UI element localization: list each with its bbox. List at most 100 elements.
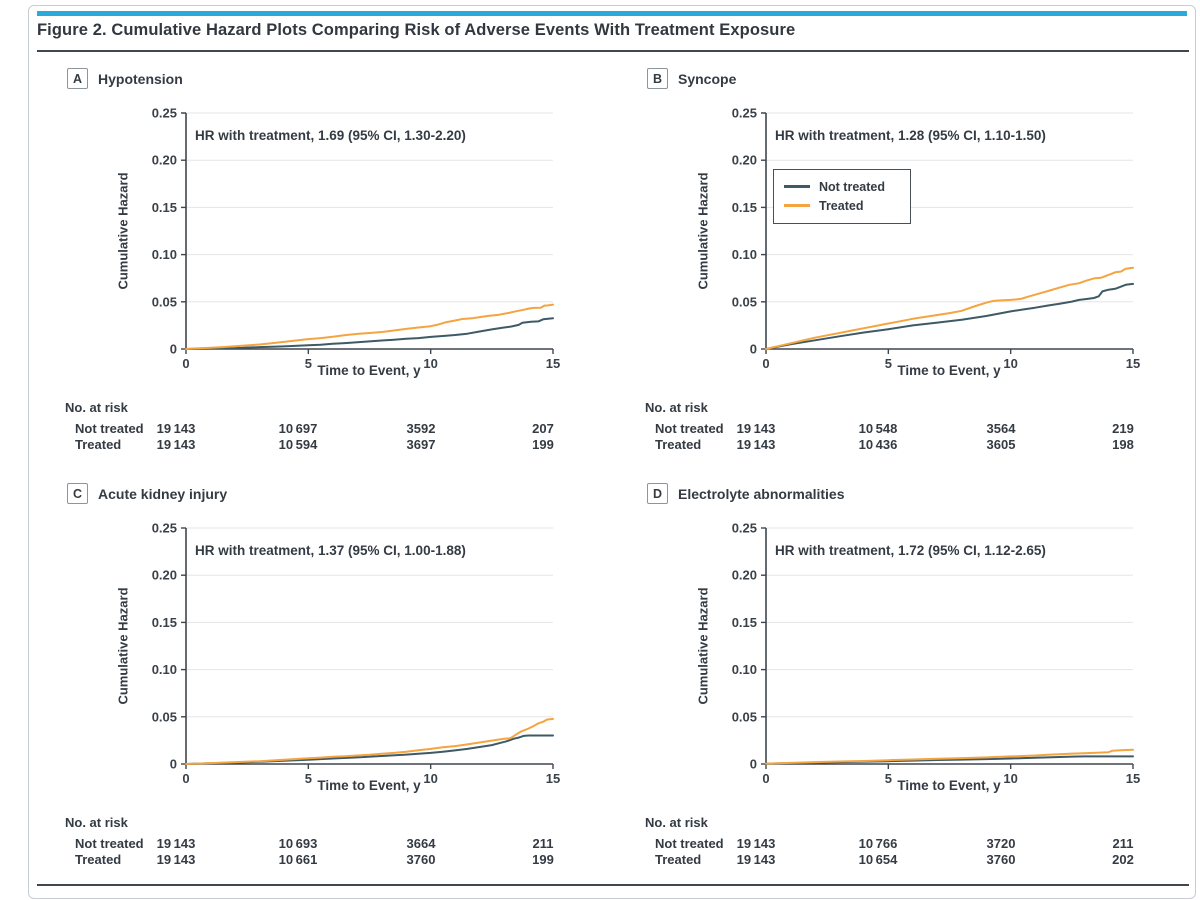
cumulative-hazard-chart-b: 0 0.05 0.10 0.15 0.20 0.25 0 5 10 15	[732, 106, 1141, 372]
svg-text:0.05: 0.05	[732, 709, 757, 724]
panel-title: Acute kidney injury	[98, 485, 228, 502]
risk-value: 19 143	[156, 421, 196, 436]
panel-hypotension: A Hypotension Cumulative Hazard 0 0.05 0.1…	[53, 64, 628, 476]
svg-text:5: 5	[885, 356, 892, 371]
svg-text:0: 0	[750, 342, 757, 357]
not-treated-line-swatch	[784, 185, 810, 188]
risk-table-header: No. at risk	[65, 400, 128, 415]
risk-value: 10 594	[278, 437, 318, 452]
svg-text:0.10: 0.10	[732, 662, 757, 677]
svg-text:15: 15	[546, 356, 560, 371]
svg-text:0: 0	[750, 757, 757, 772]
risk-value: 10 766	[858, 836, 898, 851]
panel-acute-kidney-injury: C Acute kidney injury Cumulative Hazard …	[53, 479, 628, 891]
risk-row-label: Not treated	[75, 421, 144, 436]
risk-table: No. at risk Not treated 19 143 10 766 37…	[633, 815, 1193, 875]
svg-text:0.05: 0.05	[732, 294, 757, 309]
legend-label: Treated	[819, 198, 864, 213]
svg-text:0.20: 0.20	[732, 153, 757, 168]
x-axis-label: Time to Event, y	[897, 363, 1001, 378]
svg-text:0.20: 0.20	[152, 568, 177, 583]
risk-table-header: No. at risk	[65, 815, 128, 830]
risk-value: 211	[532, 836, 554, 851]
x-axis-label: Time to Event, y	[317, 778, 421, 793]
svg-text:0.25: 0.25	[732, 521, 757, 536]
figure-frame: Figure 2. Cumulative Hazard Plots Compar…	[28, 5, 1196, 899]
risk-row-label: Treated	[75, 852, 122, 867]
svg-text:0.15: 0.15	[732, 200, 757, 215]
risk-row-label: Treated	[655, 437, 702, 452]
risk-row-not-treated: Not treated 19 143 10 697 3592 207	[53, 421, 613, 437]
risk-value: 19 143	[736, 852, 776, 867]
risk-table: No. at risk Not treated 19 143 10 548 35…	[633, 400, 1193, 460]
panel-header: A Hypotension	[67, 68, 183, 89]
svg-text:0.25: 0.25	[152, 521, 177, 536]
panel-letter-badge: D	[647, 483, 668, 504]
legend-item-not-treated: Not treated	[784, 177, 900, 196]
risk-value: 10 436	[858, 437, 898, 452]
svg-text:15: 15	[1126, 771, 1140, 786]
risk-row-treated: Treated 19 143 10 654 3760 202	[633, 852, 1193, 868]
risk-value: 3564	[986, 421, 1016, 436]
risk-row-treated: Treated 19 143 10 594 3697 199	[53, 437, 613, 453]
svg-text:10: 10	[423, 356, 437, 371]
risk-value: 202	[1112, 852, 1134, 867]
risk-value: 19 143	[156, 437, 196, 452]
risk-value: 3592	[406, 421, 436, 436]
hazard-ratio-annotation: HR with treatment, 1.69 (95% CI, 1.30-2.…	[195, 128, 466, 143]
panel-letter-badge: A	[67, 68, 88, 89]
panel-letter-badge: C	[67, 483, 88, 504]
svg-text:10: 10	[1003, 771, 1017, 786]
svg-text:5: 5	[305, 771, 312, 786]
risk-value: 3697	[406, 437, 436, 452]
x-axis-label: Time to Event, y	[317, 363, 421, 378]
legend-label: Not treated	[819, 179, 885, 194]
risk-row-label: Not treated	[655, 421, 724, 436]
svg-text:0.25: 0.25	[732, 106, 757, 121]
accent-bar	[37, 11, 1187, 16]
cumulative-hazard-chart-d: 0 0.05 0.10 0.15 0.20 0.25 0 5 10 15	[732, 521, 1141, 787]
svg-text:0.20: 0.20	[732, 568, 757, 583]
risk-row-label: Treated	[655, 852, 702, 867]
risk-value: 3664	[406, 836, 436, 851]
chart-legend: Not treated Treated	[773, 169, 911, 224]
svg-text:0.25: 0.25	[152, 106, 177, 121]
svg-text:0.15: 0.15	[152, 200, 177, 215]
svg-text:0.05: 0.05	[152, 709, 177, 724]
risk-value: 199	[532, 852, 554, 867]
risk-table: No. at risk Not treated 19 143 10 697 35…	[53, 400, 613, 460]
risk-row-treated: Treated 19 143 10 436 3605 198	[633, 437, 1193, 453]
risk-value: 3760	[986, 852, 1016, 867]
risk-table-header: No. at risk	[645, 400, 708, 415]
bottom-divider	[37, 884, 1189, 886]
risk-row-not-treated: Not treated 19 143 10 548 3564 219	[633, 421, 1193, 437]
panel-header: C Acute kidney injury	[67, 483, 227, 504]
risk-row-not-treated: Not treated 19 143 10 693 3664 211	[53, 836, 613, 852]
hazard-ratio-annotation: HR with treatment, 1.28 (95% CI, 1.10-1.…	[775, 128, 1046, 143]
risk-value: 211	[1112, 836, 1134, 851]
risk-value: 10 661	[278, 852, 318, 867]
risk-value: 199	[532, 437, 554, 452]
risk-value: 19 143	[156, 852, 196, 867]
svg-text:0.05: 0.05	[152, 294, 177, 309]
hazard-ratio-annotation: HR with treatment, 1.72 (95% CI, 1.12-2.…	[775, 543, 1046, 558]
figure-title: Figure 2. Cumulative Hazard Plots Compar…	[37, 21, 796, 39]
svg-text:0.10: 0.10	[152, 662, 177, 677]
svg-text:0.20: 0.20	[152, 153, 177, 168]
panel-header: B Syncope	[647, 68, 736, 89]
x-axis-label: Time to Event, y	[897, 778, 1001, 793]
svg-text:15: 15	[546, 771, 560, 786]
svg-text:5: 5	[885, 771, 892, 786]
svg-text:0.15: 0.15	[152, 615, 177, 630]
svg-text:0: 0	[762, 356, 769, 371]
risk-value: 10 697	[278, 421, 318, 436]
risk-value: 19 143	[736, 437, 776, 452]
panel-electrolyte-abnormalities: D Electrolyte abnormalities Cumulative H…	[633, 479, 1195, 891]
panel-letter-badge: B	[647, 68, 668, 89]
risk-value: 219	[1112, 421, 1134, 436]
risk-value: 3605	[986, 437, 1016, 452]
svg-text:10: 10	[1003, 356, 1017, 371]
svg-text:0: 0	[170, 342, 177, 357]
svg-text:0: 0	[182, 771, 189, 786]
risk-row-not-treated: Not treated 19 143 10 766 3720 211	[633, 836, 1193, 852]
